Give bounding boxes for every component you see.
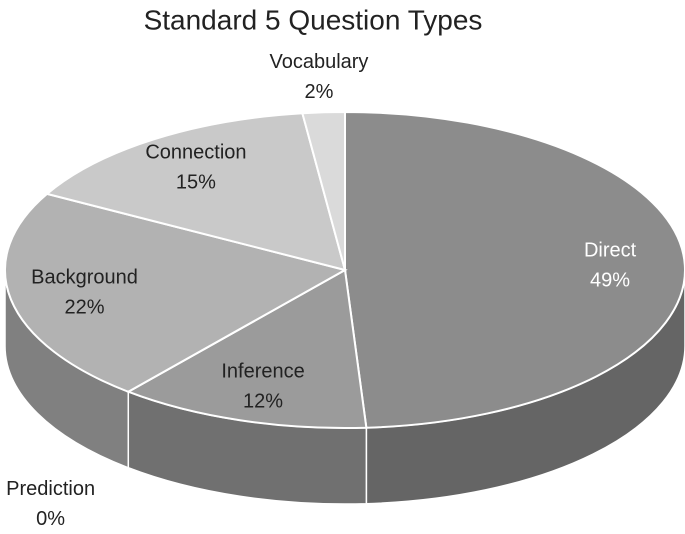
pie-slice: [4, 192, 348, 393]
pie-slice: [44, 112, 347, 272]
slice-label: Direct: [584, 239, 637, 261]
slice-value-label: 0%: [36, 508, 65, 530]
slice-label: Prediction: [6, 478, 95, 500]
slice-label: Background: [31, 266, 138, 288]
slice-value-label: 15%: [176, 171, 216, 193]
chart-title: Standard 5 Question Types: [144, 4, 483, 35]
slice-label: Connection: [145, 141, 246, 163]
slice-value-label: 22%: [64, 296, 104, 318]
slice-value-label: 2%: [305, 81, 334, 103]
slice-label: Inference: [221, 360, 304, 382]
slice-value-label: 49%: [590, 269, 630, 291]
slice-value-label: 12%: [243, 390, 283, 412]
slice-label: Vocabulary: [269, 51, 368, 73]
pie-slice: [301, 110, 346, 271]
pie-slice: [125, 268, 368, 429]
